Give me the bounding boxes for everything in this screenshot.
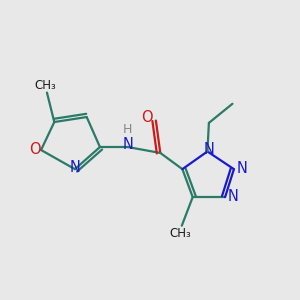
Text: N: N [203, 142, 214, 158]
Text: CH₃: CH₃ [169, 226, 191, 239]
Text: O: O [29, 142, 40, 158]
Text: N: N [237, 161, 248, 176]
Text: N: N [122, 137, 134, 152]
Text: CH₃: CH₃ [34, 79, 56, 92]
Text: O: O [141, 110, 153, 124]
Text: H: H [123, 124, 133, 136]
Text: N: N [70, 160, 81, 175]
Text: N: N [228, 189, 239, 204]
